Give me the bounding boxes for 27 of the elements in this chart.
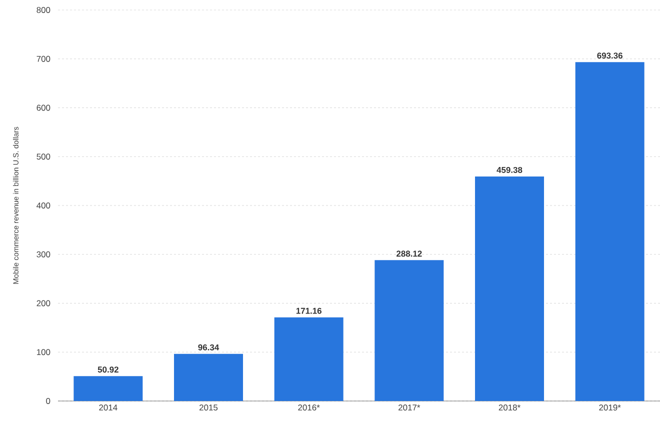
bar — [374, 260, 444, 401]
data-label: 288.12 — [396, 250, 422, 257]
y-tick-label: 800 — [36, 7, 50, 13]
x-tick-label: 2019* — [599, 404, 621, 411]
y-tick-label: 500 — [36, 154, 50, 160]
x-tick-label: 2018* — [498, 404, 520, 411]
bar — [475, 176, 544, 401]
bar — [74, 376, 143, 401]
bar — [174, 354, 244, 401]
x-tick-label: 2016* — [298, 404, 320, 411]
x-tick-label: 2014 — [99, 404, 118, 411]
y-tick-label: 0 — [46, 398, 50, 404]
data-label: 693.36 — [597, 52, 622, 59]
x-tick-label: 2015 — [200, 404, 218, 411]
y-tick-label: 100 — [36, 349, 50, 356]
bar — [274, 317, 344, 401]
y-tick-label: 400 — [36, 202, 50, 208]
data-label: 50.92 — [98, 366, 118, 373]
x-tick-label: 2017* — [398, 404, 420, 411]
bar — [575, 62, 644, 401]
data-label: 171.16 — [296, 308, 322, 314]
data-label: 96.34 — [198, 344, 220, 350]
data-label: 459.38 — [496, 166, 522, 173]
y-tick-label: 600 — [36, 104, 50, 111]
y-tick-label: 200 — [36, 300, 50, 306]
y-tick-label: 700 — [36, 56, 50, 62]
y-tick-label: 300 — [36, 251, 50, 258]
